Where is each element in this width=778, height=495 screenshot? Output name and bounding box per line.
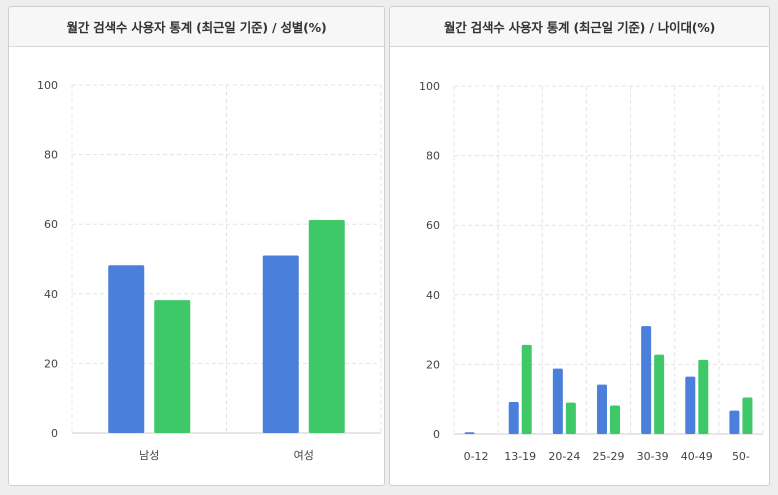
x-tick-label: 여성 [294, 449, 314, 462]
bar [565, 402, 576, 434]
y-tick-label: 80 [426, 150, 440, 163]
y-tick-label: 40 [426, 289, 440, 302]
bar [464, 432, 475, 434]
y-tick-label: 80 [44, 149, 58, 162]
bar [654, 354, 665, 434]
x-tick-label: 남성 [139, 449, 159, 462]
bar [610, 405, 620, 434]
y-tick-label: 60 [426, 219, 440, 232]
x-tick-label: 13-19 [504, 450, 536, 463]
y-tick-label: 20 [44, 357, 58, 370]
y-tick-label: 100 [37, 79, 58, 92]
gender-chart-title: 월간 검색수 사용자 통계 (최근일 기준) / 성별(%) [9, 7, 384, 47]
x-tick-label: 25-29 [593, 450, 625, 463]
bar [154, 300, 191, 433]
y-tick-label: 0 [51, 427, 58, 440]
bar [597, 384, 607, 434]
age-chart-panel: 월간 검색수 사용자 통계 (최근일 기준) / 나이대(%) 0 20 40 60 8… [389, 6, 770, 486]
bar [698, 359, 709, 434]
bar [262, 255, 299, 433]
x-tick-label: 0-12 [464, 450, 489, 463]
bar [685, 376, 696, 434]
bar [729, 410, 740, 434]
y-tick-label: 100 [419, 80, 440, 93]
gender-bar-chart: 0 20 40 60 80 100 남성 여성 [37, 79, 382, 462]
bar [108, 265, 145, 433]
age-chart-title: 월간 검색수 사용자 통계 (최근일 기준) / 나이대(%) [390, 7, 769, 47]
y-tick-label: 20 [426, 358, 440, 371]
y-tick-label: 60 [44, 218, 58, 231]
x-tick-label: 50- [732, 450, 750, 463]
bar [521, 344, 532, 434]
bar [308, 220, 345, 433]
x-tick-label: 40-49 [681, 450, 713, 463]
y-tick-label: 0 [433, 428, 440, 441]
bar [552, 368, 563, 434]
age-bar-chart: 0 20 40 60 80 100 0-12 13-19 20-24 25-29 30-39 40-4… [419, 80, 764, 463]
bar [641, 326, 652, 434]
bar [742, 397, 753, 434]
x-tick-label: 20-24 [548, 450, 580, 463]
bar [508, 401, 519, 434]
gender-chart-panel: 월간 검색수 사용자 통계 (최근일 기준) / 성별(%) 0 20 40 60 80… [8, 6, 385, 486]
x-tick-label: 30-39 [637, 450, 669, 463]
y-tick-label: 40 [44, 288, 58, 301]
